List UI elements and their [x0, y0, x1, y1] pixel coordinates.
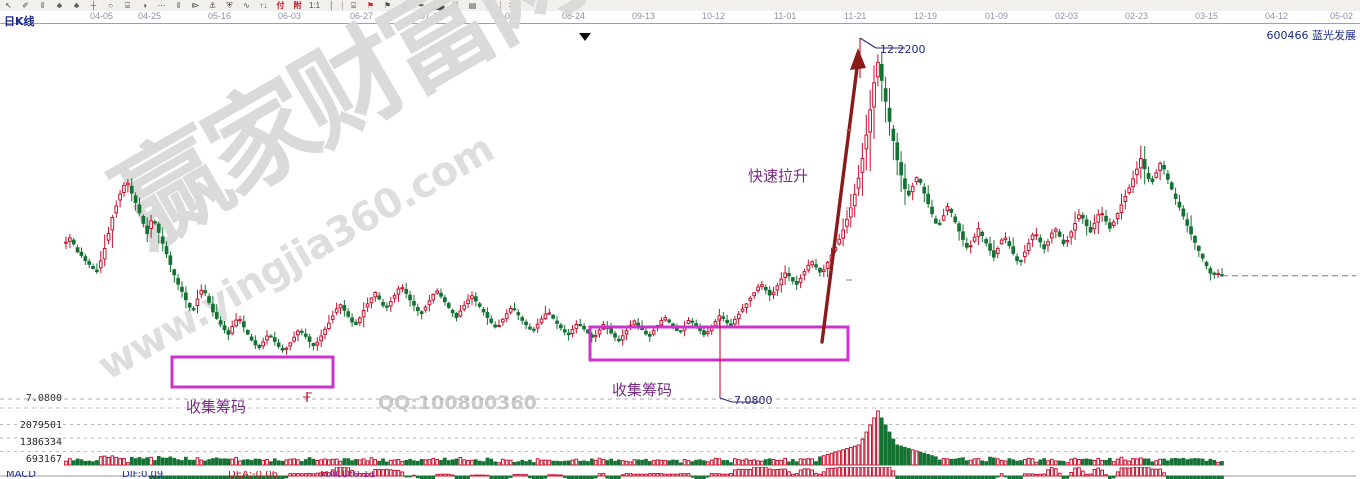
macd-title: MACD	[6, 471, 36, 479]
date-tick: 08-24	[562, 11, 586, 21]
annotation-rapid-rise: 快速拉升	[748, 167, 809, 185]
date-tick: 01-09	[985, 11, 1009, 21]
volume-axis-label: 1386334	[19, 437, 62, 448]
pen-icon[interactable]: ✒	[418, 1, 425, 10]
parallel-icon[interactable]: ‖	[176, 1, 181, 10]
macd-dea: DEA:-0.06	[228, 471, 278, 479]
stock-symbol-label: 600466 蓝光发展	[1266, 29, 1357, 42]
candlestick-svg	[64, 51, 1356, 355]
pointer-icon[interactable]: ✐	[22, 1, 29, 10]
cursor-icon[interactable]: ↖	[5, 1, 12, 10]
date-tick: 02-23	[1125, 11, 1149, 21]
macd-svg	[0, 467, 1356, 479]
annotation-accumulate-1: 收集筹码	[186, 398, 247, 416]
date-tick: 05-16	[208, 11, 232, 21]
grid-icon[interactable]: ⌸	[125, 1, 130, 10]
price-axis-label: 7.0800	[25, 393, 62, 404]
box-icon[interactable]: ▤	[468, 1, 477, 10]
dots-icon[interactable]: ⋯	[157, 1, 166, 10]
date-tick: 06-03	[278, 11, 302, 21]
wave-icon[interactable]: ∿	[243, 1, 250, 10]
cross-icon[interactable]: ┼	[90, 1, 97, 10]
date-tick: 09-13	[632, 11, 656, 21]
date-tick: 11-21	[844, 11, 867, 21]
date-tick: 08-04	[492, 11, 516, 21]
volume-axis-label: 693167	[25, 454, 62, 465]
date-tick: 10-12	[702, 11, 726, 21]
bars-icon[interactable]: ‖	[40, 1, 45, 10]
arc-icon[interactable]: ◑	[142, 1, 147, 10]
red-label-icon[interactable]: 付	[276, 1, 285, 10]
sep-1	[340, 0, 345, 11]
macd-value: MACD:0.11	[320, 471, 376, 479]
support-price-callout: 7.0800	[734, 394, 773, 407]
bar-icon[interactable]: │	[329, 1, 334, 10]
sep-2	[498, 0, 503, 11]
date-tick: 03-15	[1195, 11, 1219, 21]
date-tick: 06-27	[350, 11, 374, 21]
crosshair-marker-icon	[579, 33, 591, 41]
date-tick: 04-12	[1265, 11, 1289, 21]
volume-chart-pane[interactable]	[0, 409, 1360, 467]
date-axis: 04-05 04-25 05-16 06-03 06-27 07-15 08-04 08-24…	[0, 11, 1360, 24]
volume-svg	[0, 410, 1356, 466]
price-chart-pane[interactable]	[0, 24, 1360, 409]
date-tick: 05-02	[1330, 11, 1354, 21]
date-tick: 02-03	[1055, 11, 1079, 21]
kline-period-label[interactable]: 日K线	[4, 15, 35, 28]
ratio-icon[interactable]: 1:1	[308, 1, 321, 10]
fan-icon[interactable]: ⧐	[191, 1, 200, 10]
tick-icon[interactable]: ↑↓	[259, 1, 268, 10]
apps-icon[interactable]: ∷	[508, 1, 515, 10]
refresh-icon[interactable]: ↻	[486, 1, 493, 10]
chart-icon[interactable]: ≣	[401, 1, 408, 10]
flag-dark-icon[interactable]: ⚑	[383, 1, 392, 10]
table-icon[interactable]: ⌸	[351, 1, 356, 10]
macd-dif: DIF:0.09	[122, 471, 164, 479]
hist-icon[interactable]: ▂▄	[432, 1, 445, 10]
volume-axis-label: 2079501	[19, 420, 62, 431]
anchor-icon[interactable]: ⚓	[208, 1, 217, 10]
macd-readout: MACD DIF:0.09 DEA:-0.06 MACD:0.11	[0, 471, 1360, 479]
date-tick: 11-01	[774, 11, 797, 21]
date-tick: 07-15	[420, 11, 444, 21]
macd-chart-pane[interactable]	[0, 467, 1360, 479]
circle-icon[interactable]: ○	[108, 1, 113, 10]
grid2-icon[interactable]: ▒	[452, 1, 459, 10]
peak-price-callout: 12.2200	[880, 43, 926, 56]
watermark-qq: QQ:100800360	[378, 392, 537, 414]
red-label2-icon[interactable]: 附	[293, 1, 302, 10]
magnet-icon[interactable]: ⛨	[226, 1, 233, 10]
date-tick: 04-05	[90, 11, 114, 21]
date-tick: 04-25	[138, 11, 162, 21]
tree2-icon[interactable]: ♣	[73, 1, 80, 10]
date-tick: 12-19	[914, 11, 938, 21]
flag-red-icon[interactable]: ⚑	[366, 1, 375, 10]
tree-icon[interactable]: ♣	[56, 1, 63, 10]
annotation-accumulate-2: 收集筹码	[612, 381, 673, 399]
